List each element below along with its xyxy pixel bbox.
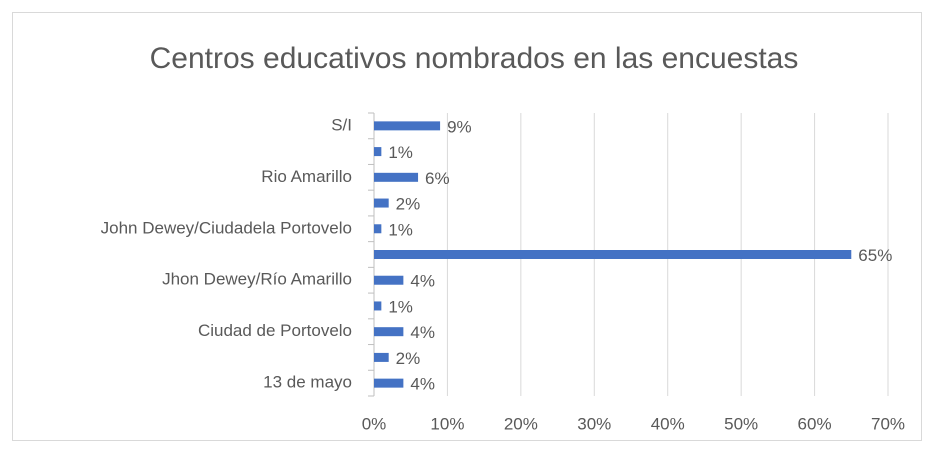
data-label: 1% (388, 143, 413, 162)
data-label: 6% (425, 169, 450, 188)
bar (374, 250, 852, 259)
x-tick-label: 0% (362, 414, 387, 433)
x-tick-label: 10% (430, 414, 464, 433)
data-label: 2% (396, 195, 421, 214)
x-tick-label: 70% (871, 414, 905, 433)
x-tick-label: 60% (798, 414, 832, 433)
bar (374, 327, 404, 337)
y-tick-label: Jhon Dewey/Río Amarillo (162, 270, 352, 289)
bar (374, 198, 389, 208)
data-label: 1% (388, 220, 413, 239)
bar (374, 378, 404, 388)
bar (374, 352, 389, 362)
chart-title: Centros educativos nombrados en las encu… (150, 42, 799, 75)
chart-border (12, 12, 922, 441)
bar (374, 224, 382, 234)
data-label: 65% (858, 246, 892, 265)
bar (374, 147, 382, 157)
y-tick-label: John Dewey/Ciudadela Portovelo (101, 218, 352, 237)
data-label: 4% (410, 375, 435, 394)
y-tick-label: Rio Amarillo (261, 167, 352, 186)
bar (374, 301, 382, 311)
x-tick-label: 40% (651, 414, 685, 433)
data-label: 9% (447, 117, 472, 136)
y-tick-label: S/I (331, 115, 352, 134)
data-label: 2% (396, 349, 421, 368)
data-label: 1% (388, 297, 413, 316)
y-tick-label: Ciudad de Portovelo (198, 321, 352, 340)
x-tick-label: 30% (577, 414, 611, 433)
y-tick-label: 13 de mayo (263, 373, 352, 392)
x-tick-label: 50% (724, 414, 758, 433)
data-label: 4% (410, 323, 435, 342)
bar (374, 275, 404, 285)
bar (374, 172, 419, 182)
data-label: 4% (410, 272, 435, 291)
x-tick-label: 20% (504, 414, 538, 433)
bar (374, 121, 441, 131)
